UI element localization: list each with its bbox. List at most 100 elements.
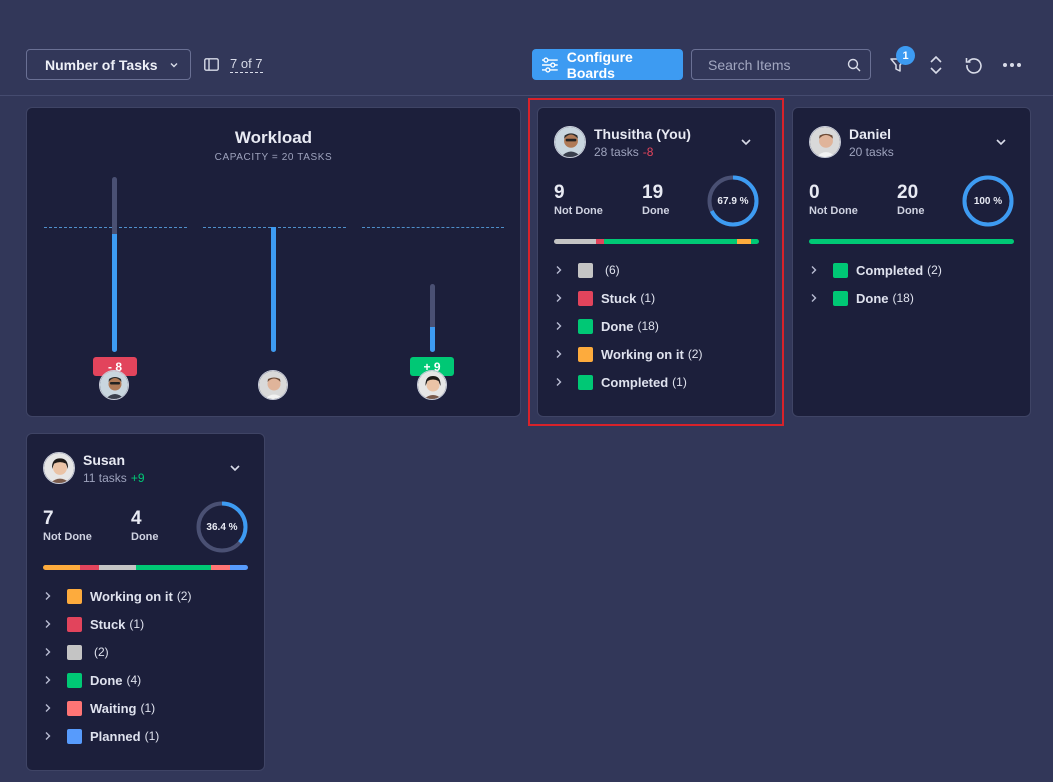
status-label: Completed [601, 374, 669, 390]
board-count[interactable]: 7 of 7 [204, 56, 263, 73]
workload-bar-fill [271, 227, 276, 352]
status-color-swatch [67, 616, 82, 632]
sliders-icon [541, 56, 558, 73]
chevron-right-icon[interactable] [554, 349, 578, 359]
chevron-down-icon[interactable] [739, 135, 753, 149]
avatar-daniel[interactable] [258, 370, 288, 400]
person-header: Thusitha (You) 28 tasks -8 [554, 126, 691, 159]
status-list: Working on it (2) Stuck (1) (2) Done (4) Waitin… [43, 582, 191, 750]
status-color-swatch [833, 262, 848, 278]
status-count: (2) [94, 645, 109, 659]
not-done-label: Not Done [809, 205, 858, 217]
status-label: Done [856, 290, 889, 306]
chevron-right-icon[interactable] [43, 647, 67, 657]
person-task-count: 20 tasks [849, 145, 894, 159]
metric-dropdown-label: Number of Tasks [45, 56, 158, 73]
status-group-row[interactable]: Planned (1) [43, 722, 191, 750]
chevron-right-icon[interactable] [554, 321, 578, 331]
done-label: Done [642, 205, 670, 217]
status-label: Waiting [90, 700, 137, 716]
workload-bar-track [430, 284, 435, 352]
status-group-row[interactable]: (2) [43, 638, 191, 666]
status-group-row[interactable]: Stuck (1) [554, 284, 702, 312]
done-count: 19 [642, 182, 664, 203]
avatar [43, 452, 75, 484]
completion-donut [962, 175, 1014, 227]
status-label: Planned [90, 728, 141, 744]
metric-dropdown[interactable]: Number of Tasks [26, 49, 191, 80]
status-count: (1) [672, 375, 687, 389]
chevron-right-icon[interactable] [554, 265, 578, 275]
status-group-row[interactable]: (6) [554, 256, 702, 284]
chevron-right-icon[interactable] [43, 675, 67, 685]
status-color-swatch [67, 588, 82, 604]
task-delta: -8 [642, 145, 654, 159]
status-group-row[interactable]: Waiting (1) [43, 694, 191, 722]
status-label: Stuck [90, 616, 126, 632]
status-count: (6) [605, 263, 620, 277]
status-label: Working on it [90, 588, 173, 604]
status-label: Working on it [601, 346, 684, 362]
status-count: (4) [126, 673, 142, 687]
expand-collapse-icon [930, 55, 942, 75]
chevron-right-icon[interactable] [809, 293, 833, 303]
status-color-swatch [578, 262, 593, 278]
workload-title: Workload [234, 128, 313, 147]
status-group-row[interactable]: Done (18) [554, 312, 702, 340]
status-list: (6) Stuck (1) Done (18) Working on it (2) Compl… [554, 256, 702, 396]
person-name: Daniel [849, 126, 892, 142]
person-task-count: 28 tasks -8 [594, 145, 691, 159]
chevron-right-icon[interactable] [43, 703, 67, 713]
chevron-right-icon[interactable] [43, 591, 67, 601]
not-done-label: Not Done [554, 205, 603, 217]
completion-percent: 100 % [973, 195, 1003, 207]
task-count-text: 20 tasks [849, 145, 894, 159]
status-count: (1) [144, 729, 160, 743]
not-done-count: 0 [809, 182, 820, 203]
status-group-row[interactable]: Working on it (2) [43, 582, 191, 610]
status-group-row[interactable]: Completed (1) [554, 368, 702, 396]
not-done-count: 9 [554, 182, 565, 203]
workload-bar-fill [112, 234, 117, 352]
status-color-swatch [578, 318, 593, 334]
chevron-down-icon [170, 63, 178, 68]
status-group-row[interactable]: Stuck (1) [43, 610, 191, 638]
status-color-swatch [578, 346, 593, 362]
status-group-row[interactable]: Done (18) [809, 284, 942, 312]
chevron-right-icon[interactable] [554, 293, 578, 303]
chevron-right-icon[interactable] [554, 377, 578, 387]
status-color-swatch [67, 728, 82, 744]
chevron-right-icon[interactable] [809, 265, 833, 275]
status-group-row[interactable]: Completed (2) [809, 256, 942, 284]
person-name: Thusitha (You) [594, 126, 691, 142]
chevron-down-icon[interactable] [228, 461, 242, 475]
avatar-susan[interactable] [417, 370, 447, 400]
toolbar: Number of Tasks 7 of 7 Configure Boards … [0, 0, 1053, 96]
chevron-right-icon[interactable] [43, 731, 67, 741]
more-options-button[interactable] [1000, 53, 1024, 77]
status-group-row[interactable]: Done (4) [43, 666, 191, 694]
person-card-daniel: Daniel 20 tasks 0 Not Done 20 Done 100 %… [792, 107, 1031, 417]
status-progress-bar [809, 239, 1014, 244]
avatar-thusitha[interactable] [99, 370, 129, 400]
workload-capacity-label: CAPACITY = 20 TASKS [214, 152, 333, 163]
search-input[interactable] [708, 56, 844, 73]
person-task-count: 11 tasks +9 [83, 471, 145, 485]
expand-collapse-button[interactable] [924, 53, 948, 77]
status-group-row[interactable]: Working on it (2) [554, 340, 702, 368]
refresh-button[interactable] [962, 53, 986, 77]
status-label: Done [601, 318, 634, 334]
status-label: Completed [856, 262, 924, 278]
workload-bar-fill [430, 327, 435, 352]
status-count: (18) [637, 319, 659, 333]
search-icon[interactable] [847, 58, 861, 72]
status-count: (2) [927, 263, 942, 277]
not-done-count: 7 [43, 508, 54, 529]
chevron-right-icon[interactable] [43, 619, 67, 629]
status-color-swatch [67, 644, 82, 660]
person-header: Daniel 20 tasks [809, 126, 894, 159]
configure-boards-button[interactable]: Configure Boards [532, 49, 683, 81]
chevron-down-icon[interactable] [994, 135, 1008, 149]
done-count: 4 [131, 508, 142, 529]
more-horizontal-icon [1003, 63, 1021, 67]
